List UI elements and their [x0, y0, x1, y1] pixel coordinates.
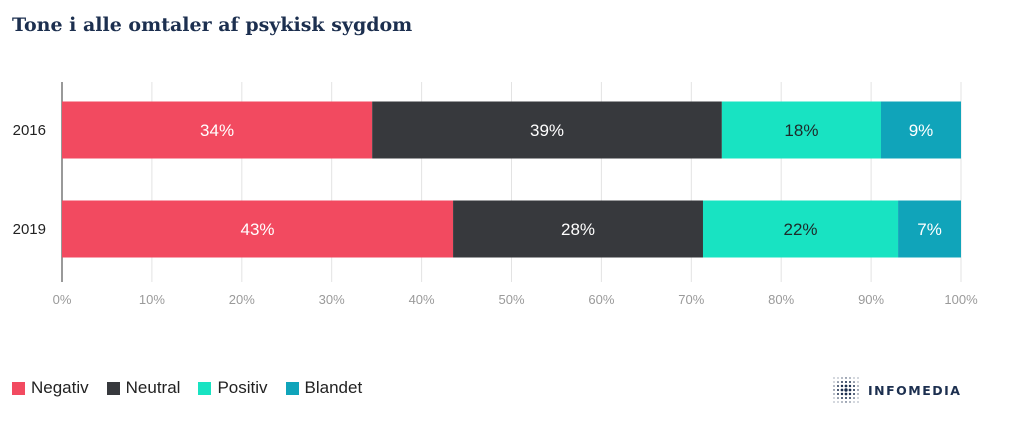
- legend-item-blandet: Blandet: [285, 378, 363, 398]
- legend-swatch: [198, 381, 212, 395]
- x-tick-label: 80%: [768, 292, 794, 307]
- infomedia-logo-icon: [833, 377, 859, 403]
- data-label-blandet-2016: 9%: [909, 121, 934, 140]
- logo-dot: [833, 377, 835, 379]
- bar-neutral-2016: [372, 101, 722, 159]
- logo-dot: [845, 401, 847, 403]
- legend-swatch: [12, 381, 25, 395]
- x-tick-label: 30%: [319, 292, 345, 307]
- bar-neutral-2019: [453, 200, 703, 258]
- legend-label: Positiv: [217, 378, 268, 397]
- logo-dot: [845, 377, 847, 379]
- x-tick-label: 50%: [498, 292, 524, 307]
- logo-dot: [837, 401, 839, 403]
- logo-dot: [837, 385, 839, 387]
- data-label-positiv-2016: 18%: [784, 121, 818, 140]
- data-label-positiv-2019: 22%: [784, 220, 818, 239]
- logo-dot: [853, 385, 855, 387]
- logo-dot: [837, 397, 839, 399]
- logo-dot: [840, 392, 844, 396]
- logo-dot: [840, 384, 844, 388]
- logo-dot: [841, 377, 843, 379]
- logo-dot: [849, 397, 851, 399]
- bar-blandet-2019: [898, 200, 961, 258]
- logo-dot: [840, 388, 844, 392]
- x-tick-label: 40%: [409, 292, 435, 307]
- logo-dot: [841, 397, 843, 399]
- logo-dot: [853, 401, 855, 403]
- logo-dot: [833, 389, 835, 391]
- brand-logo: INFOMEDIA: [832, 376, 961, 404]
- logo-dot: [841, 381, 843, 383]
- logo-dot: [837, 377, 839, 379]
- category-label: 2016: [13, 122, 46, 139]
- logo-dot: [857, 389, 859, 391]
- logo-dot: [844, 384, 848, 388]
- logo-dot: [853, 381, 855, 383]
- logo-dot: [848, 392, 852, 396]
- logo-dot: [857, 397, 859, 399]
- bar-positiv-2016: [721, 101, 881, 159]
- logo-dot: [853, 393, 855, 395]
- logo-dot: [852, 388, 856, 392]
- x-tick-label: 20%: [229, 292, 255, 307]
- logo-dot: [857, 381, 859, 383]
- logo-dot: [833, 401, 835, 403]
- logo-dot: [844, 388, 848, 392]
- logo-dot: [848, 384, 852, 388]
- logo-dot: [833, 397, 835, 399]
- logo-dot: [857, 393, 859, 395]
- logo-dot: [857, 385, 859, 387]
- legend-item-positiv: Positiv: [198, 378, 268, 398]
- legend-label: Blandet: [304, 378, 363, 397]
- category-label: 2019: [13, 221, 46, 238]
- x-tick-label: 100%: [944, 292, 978, 307]
- data-label-negativ-2019: 43%: [241, 220, 275, 239]
- bar-negativ-2016: [62, 101, 373, 159]
- x-tick-label: 70%: [678, 292, 704, 307]
- data-label-neutral-2016: 39%: [530, 121, 564, 140]
- logo-dot: [844, 392, 848, 396]
- chart-legend: Negativ Neutral Positiv Blandet: [12, 378, 362, 398]
- logo-dot: [849, 377, 851, 379]
- x-tick-label: 90%: [858, 292, 884, 307]
- logo-dot: [841, 401, 843, 403]
- logo-dot: [853, 377, 855, 379]
- data-label-negativ-2016: 34%: [200, 121, 234, 140]
- bar-negativ-2019: [62, 200, 454, 258]
- logo-dot: [849, 401, 851, 403]
- legend-item-negativ: Negativ: [12, 378, 89, 398]
- logo-dot: [857, 401, 859, 403]
- logo-dot: [848, 388, 852, 392]
- legend-swatch: [285, 381, 299, 395]
- x-tick-label: 0%: [53, 292, 72, 307]
- legend-swatch: [106, 381, 120, 395]
- logo-dot: [833, 393, 835, 395]
- logo-dot: [844, 380, 848, 384]
- logo-dot: [833, 385, 835, 387]
- x-tick-label: 10%: [139, 292, 165, 307]
- brand-name: INFOMEDIA: [868, 382, 962, 398]
- logo-dot: [837, 393, 839, 395]
- legend-item-neutral: Neutral: [106, 378, 181, 398]
- logo-dot: [849, 381, 851, 383]
- legend-label: Negativ: [31, 378, 89, 397]
- x-tick-label: 60%: [588, 292, 614, 307]
- logo-dot: [836, 388, 840, 392]
- chart-title: Tone i alle omtaler af psykisk sygdom: [12, 14, 413, 36]
- logo-dot: [844, 396, 848, 400]
- bar-blandet-2016: [880, 101, 961, 159]
- logo-dot: [853, 397, 855, 399]
- logo-dot: [833, 381, 835, 383]
- logo-dot: [857, 377, 859, 379]
- chart-plot: 0% 10% 20% 30% 40% 50% 60% 70% 80% 90% 100% 2016 34%…: [13, 82, 978, 307]
- data-label-neutral-2019: 28%: [561, 220, 595, 239]
- legend-label: Neutral: [125, 378, 181, 397]
- data-label-blandet-2019: 7%: [917, 220, 942, 239]
- bar-positiv-2019: [702, 200, 899, 258]
- logo-dot: [837, 381, 839, 383]
